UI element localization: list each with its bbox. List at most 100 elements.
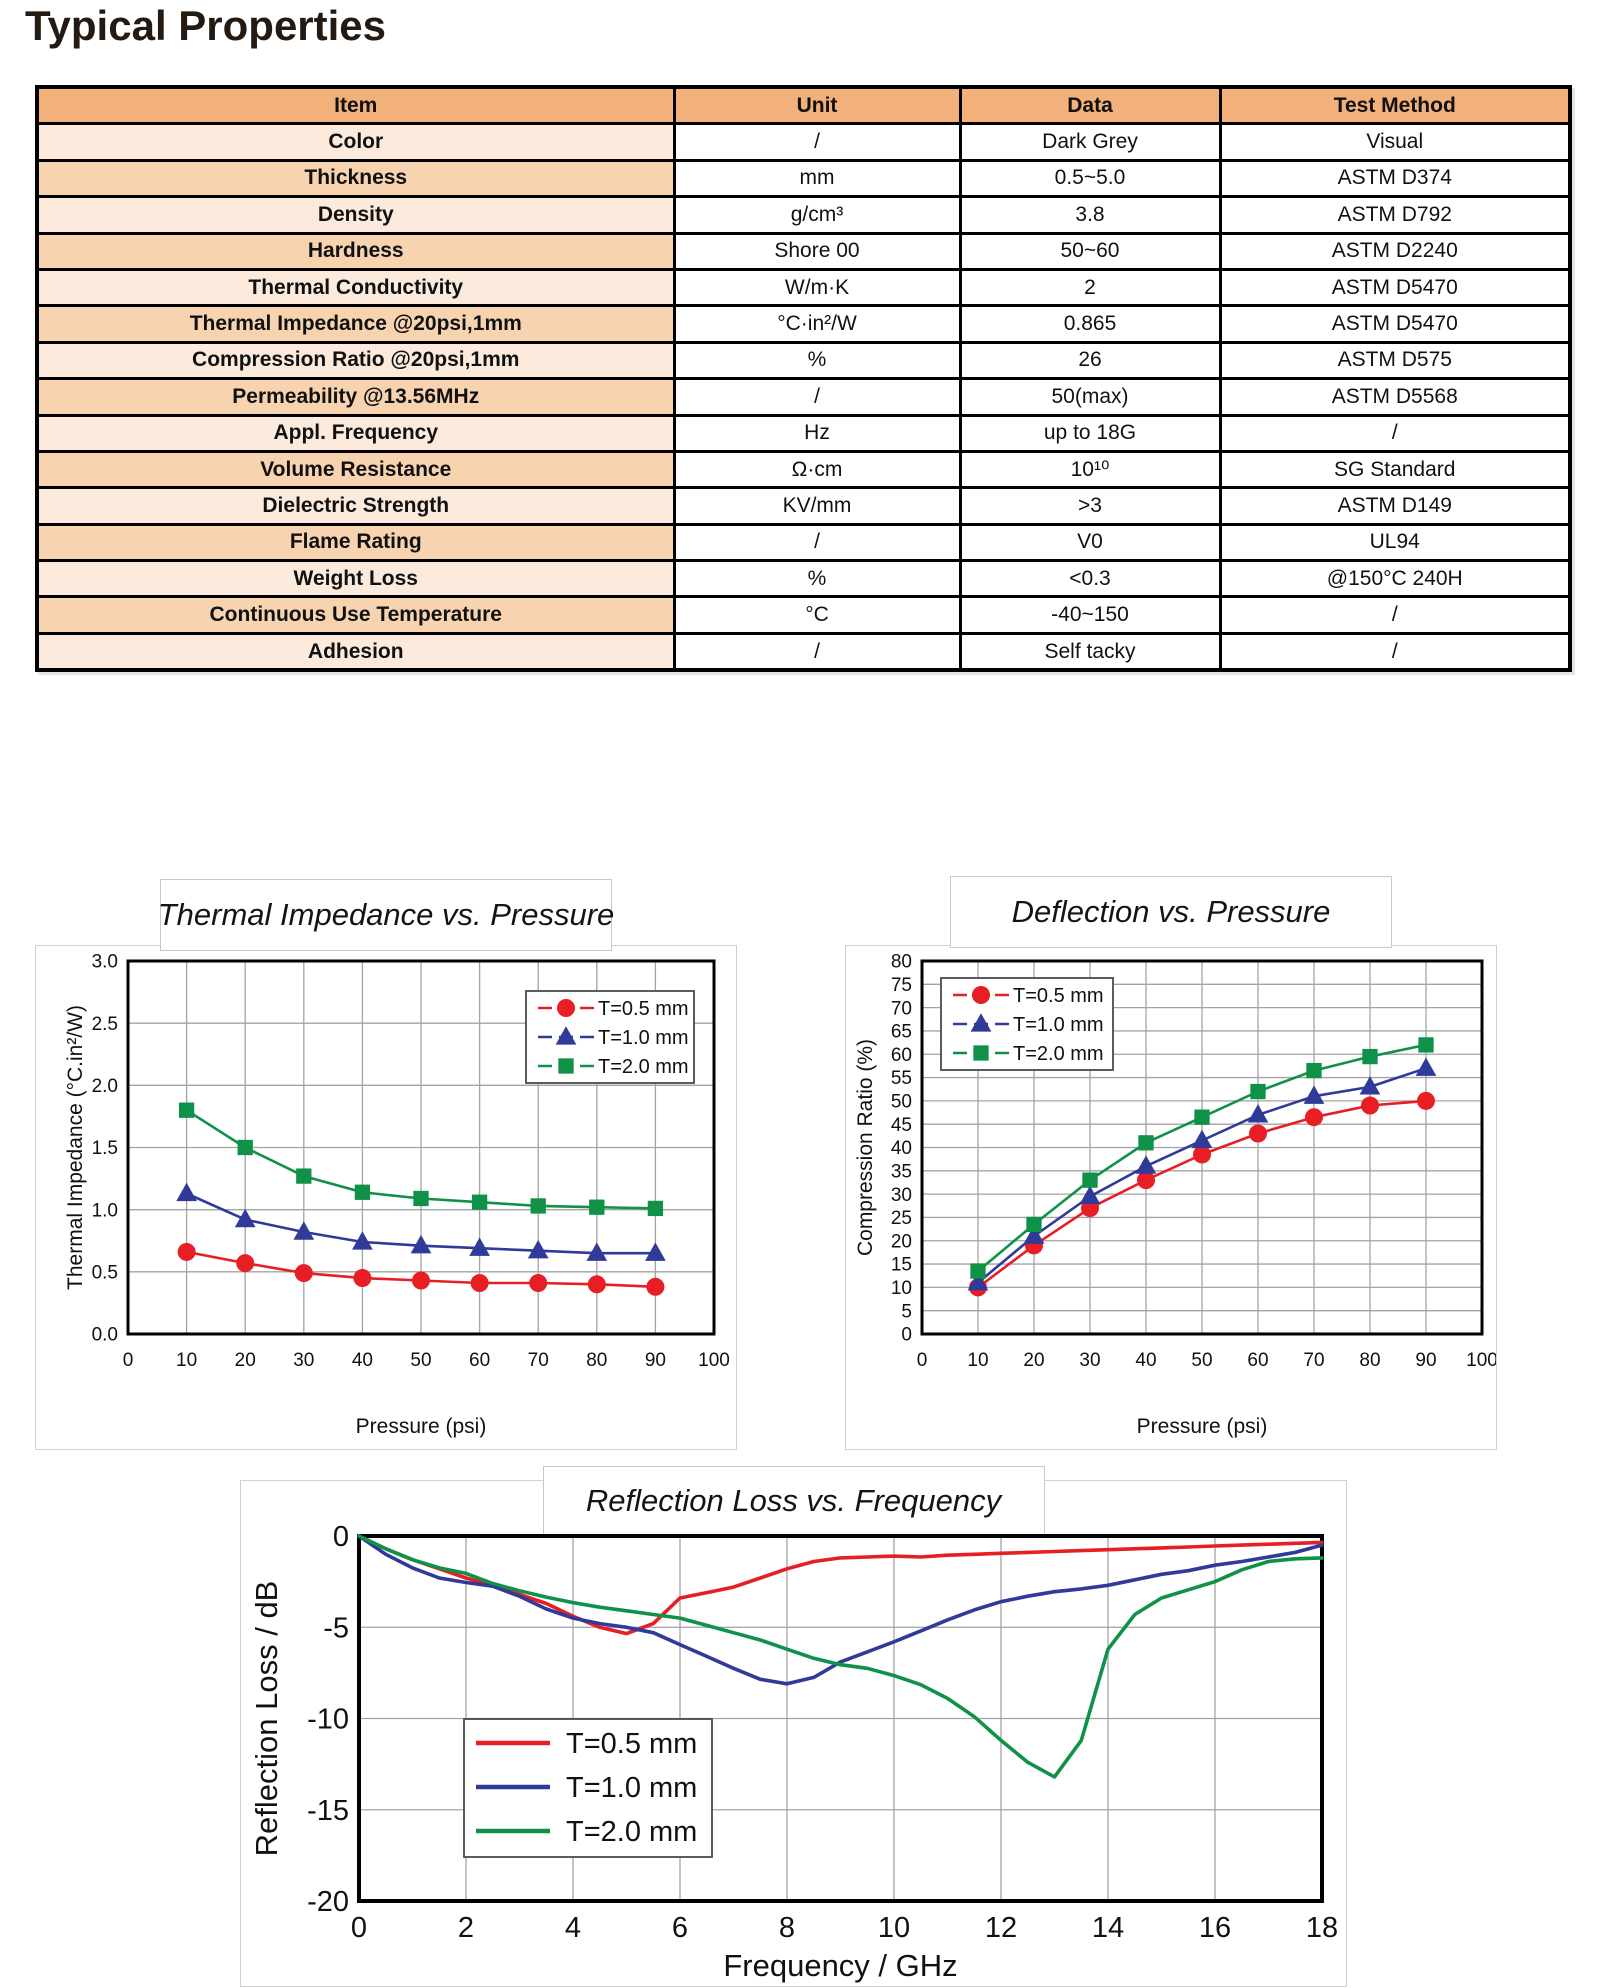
table-row: Adhesion / Self tacky / bbox=[35, 631, 1572, 672]
svg-text:Thermal Impedance (°C.in²/W): Thermal Impedance (°C.in²/W) bbox=[64, 1005, 87, 1290]
svg-text:45: 45 bbox=[891, 1115, 912, 1136]
table-cell: / bbox=[672, 522, 962, 563]
deflection-chart: 0 10 20 30 40 50 60 70 80 90 100051015202530354045… bbox=[854, 952, 1496, 1438]
table-cell: °C bbox=[672, 595, 962, 635]
typical-properties-table: Item Unit Data Test Method Color / Dark Gr… bbox=[35, 85, 1572, 673]
table-cell: % bbox=[672, 559, 962, 599]
svg-text:20: 20 bbox=[891, 1231, 912, 1252]
table-cell: ASTM D149 bbox=[1218, 486, 1572, 526]
column-header-test-method: Test Method bbox=[1218, 85, 1572, 126]
svg-text:100: 100 bbox=[1466, 1350, 1496, 1371]
table-cell: Self tacky bbox=[958, 631, 1222, 672]
svg-text:10: 10 bbox=[176, 1350, 197, 1371]
table-cell: 0.865 bbox=[958, 304, 1222, 344]
chart-title-reflection-loss: Reflection Loss vs. Frequency bbox=[542, 1466, 1045, 1536]
svg-text:65: 65 bbox=[891, 1022, 912, 1043]
chart-title-text: Reflection Loss vs. Frequency bbox=[585, 1483, 1002, 1518]
svg-text:T=0.5 mm: T=0.5 mm bbox=[598, 998, 689, 1020]
table-cell: °C·in²/W bbox=[672, 304, 962, 344]
svg-text:18: 18 bbox=[1306, 1912, 1338, 1944]
table-row: Appl. Frequency Hz up to 18G / bbox=[35, 413, 1572, 453]
svg-text:-5: -5 bbox=[323, 1612, 349, 1644]
chart-panel-thermal-impedance: Thermal Impedance vs. Pressure 0 10 20 30 40… bbox=[35, 879, 737, 1450]
table-cell: <0.3 bbox=[958, 559, 1222, 599]
table-cell: Ω·cm bbox=[672, 449, 962, 490]
svg-text:15: 15 bbox=[891, 1255, 912, 1276]
svg-text:10: 10 bbox=[967, 1350, 988, 1371]
svg-text:0: 0 bbox=[333, 1521, 349, 1553]
table-cell: Dielectric Strength bbox=[35, 486, 676, 526]
table-cell: -40~150 bbox=[958, 595, 1222, 635]
svg-text:100: 100 bbox=[698, 1350, 730, 1371]
svg-text:-20: -20 bbox=[307, 1886, 349, 1918]
column-header-unit: Unit bbox=[672, 85, 962, 126]
table-row: Continuous Use Temperature °C -40~150/ bbox=[35, 595, 1572, 635]
table-cell: Thickness bbox=[35, 158, 676, 199]
table-cell: Compression Ratio @20psi,1mm bbox=[35, 340, 676, 381]
svg-text:70: 70 bbox=[891, 998, 912, 1019]
chart-title-deflection: Deflection vs. Pressure bbox=[950, 876, 1392, 948]
table-cell: / bbox=[672, 377, 962, 417]
chart-title-text: Thermal Impedance vs. Pressure bbox=[157, 897, 615, 932]
svg-text:80: 80 bbox=[891, 952, 912, 973]
table-cell: @150°C 240H bbox=[1218, 559, 1572, 599]
svg-text:60: 60 bbox=[891, 1045, 912, 1066]
svg-text:0.0: 0.0 bbox=[92, 1325, 118, 1346]
table-cell: ASTM D575 bbox=[1218, 340, 1572, 381]
table-cell: ASTM D792 bbox=[1218, 195, 1572, 235]
svg-text:90: 90 bbox=[1415, 1350, 1436, 1371]
svg-text:0: 0 bbox=[901, 1325, 912, 1346]
svg-text:30: 30 bbox=[1079, 1350, 1100, 1371]
reflection-loss-chart: 0 2 4 6 8 10 12 14 16 18 0 -5 -10 -15 -20 Frequency / G… bbox=[249, 1521, 1338, 1983]
svg-text:Compression Ratio (%): Compression Ratio (%) bbox=[854, 1039, 877, 1256]
svg-text:30: 30 bbox=[891, 1185, 912, 1206]
table-cell: ASTM D2240 bbox=[1218, 231, 1572, 271]
svg-text:Pressure (psi): Pressure (psi) bbox=[1137, 1415, 1268, 1438]
table-cell: ASTM D5470 bbox=[1218, 267, 1572, 308]
table-cell: ASTM D5568 bbox=[1218, 377, 1572, 417]
svg-text:T=2.0 mm: T=2.0 mm bbox=[1013, 1043, 1104, 1065]
svg-text:60: 60 bbox=[469, 1350, 490, 1371]
table-cell: Hardness bbox=[35, 231, 676, 271]
svg-text:30: 30 bbox=[293, 1350, 314, 1371]
table-cell: / bbox=[672, 631, 962, 672]
table-cell: / bbox=[1218, 631, 1572, 672]
table-cell: / bbox=[1218, 595, 1572, 635]
table-cell: Flame Rating bbox=[35, 522, 676, 563]
table-cell: 10¹⁰ bbox=[958, 449, 1222, 490]
svg-text:20: 20 bbox=[235, 1350, 256, 1371]
svg-text:55: 55 bbox=[891, 1068, 912, 1089]
table-cell: Thermal Impedance @20psi,1mm bbox=[35, 304, 676, 344]
table-row: Volume Resistance Ω·cm 10¹⁰ SG Standard bbox=[35, 449, 1572, 490]
svg-text:40: 40 bbox=[891, 1138, 912, 1159]
svg-text:40: 40 bbox=[1135, 1350, 1156, 1371]
svg-text:25: 25 bbox=[891, 1208, 912, 1229]
svg-text:35: 35 bbox=[891, 1161, 912, 1182]
table-cell: Color bbox=[35, 122, 676, 162]
svg-text:16: 16 bbox=[1199, 1912, 1231, 1944]
svg-text:0: 0 bbox=[351, 1912, 367, 1944]
table-cell: 50~60 bbox=[958, 231, 1222, 271]
svg-text:Pressure (psi): Pressure (psi) bbox=[356, 1415, 487, 1438]
table-cell: V0 bbox=[958, 522, 1222, 563]
table-cell: ASTM D374 bbox=[1218, 158, 1572, 199]
svg-text:0.5: 0.5 bbox=[92, 1262, 118, 1283]
table-cell: / bbox=[672, 122, 962, 162]
svg-text:Reflection Loss / dB: Reflection Loss / dB bbox=[249, 1581, 284, 1857]
table-cell: Weight Loss bbox=[35, 559, 676, 599]
svg-text:T=1.0 mm: T=1.0 mm bbox=[598, 1027, 689, 1049]
table-cell: / bbox=[1218, 413, 1572, 453]
table-cell: Permeability @13.56MHz bbox=[35, 377, 676, 417]
table-cell: Appl. Frequency bbox=[35, 413, 676, 453]
table-cell: 0.5~5.0 bbox=[958, 158, 1222, 199]
svg-text:50: 50 bbox=[891, 1092, 912, 1113]
table-row: Permeability @13.56MHz/50(max) ASTM D5568 bbox=[35, 377, 1572, 417]
svg-text:50: 50 bbox=[1191, 1350, 1212, 1371]
table-row: Flame Rating / V0 UL94 bbox=[35, 522, 1572, 563]
svg-text:T=2.0 mm: T=2.0 mm bbox=[598, 1056, 689, 1078]
svg-text:T=1.0 mm: T=1.0 mm bbox=[566, 1772, 697, 1804]
table-cell: Shore 00 bbox=[672, 231, 962, 271]
svg-text:2.5: 2.5 bbox=[92, 1014, 118, 1035]
svg-text:-15: -15 bbox=[307, 1795, 349, 1827]
table-cell: Adhesion bbox=[35, 631, 676, 672]
